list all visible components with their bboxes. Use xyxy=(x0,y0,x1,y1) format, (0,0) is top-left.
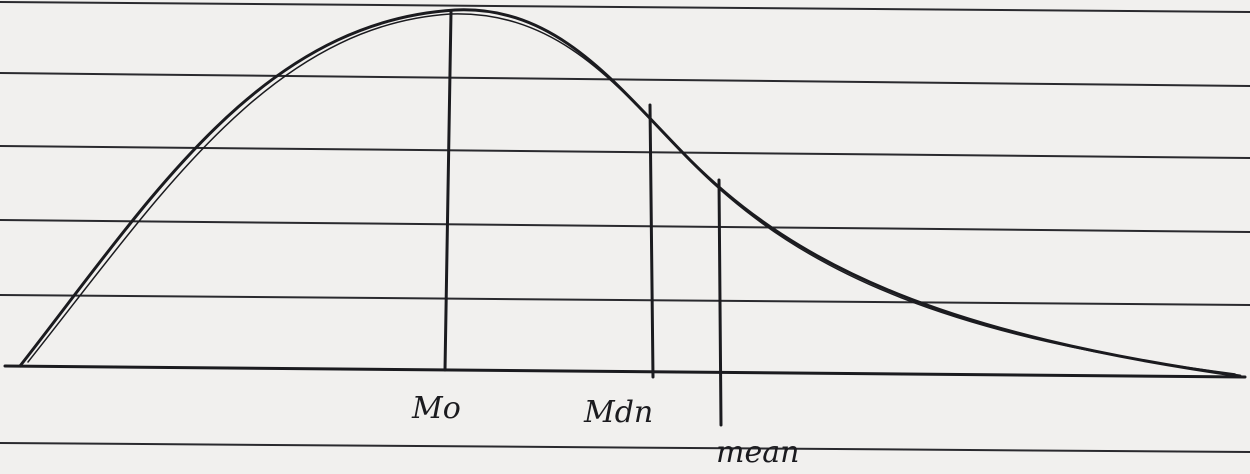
mode-label: Mo xyxy=(411,391,461,426)
page: {"labels": {"mode": "Mo", "median": "Mdn… xyxy=(0,0,1250,474)
skewed-distribution-diagram: Mo Mdn mean xyxy=(0,0,1250,474)
mean-label: mean xyxy=(716,435,799,470)
mean-line xyxy=(719,180,721,425)
median-label: Mdn xyxy=(583,395,653,430)
